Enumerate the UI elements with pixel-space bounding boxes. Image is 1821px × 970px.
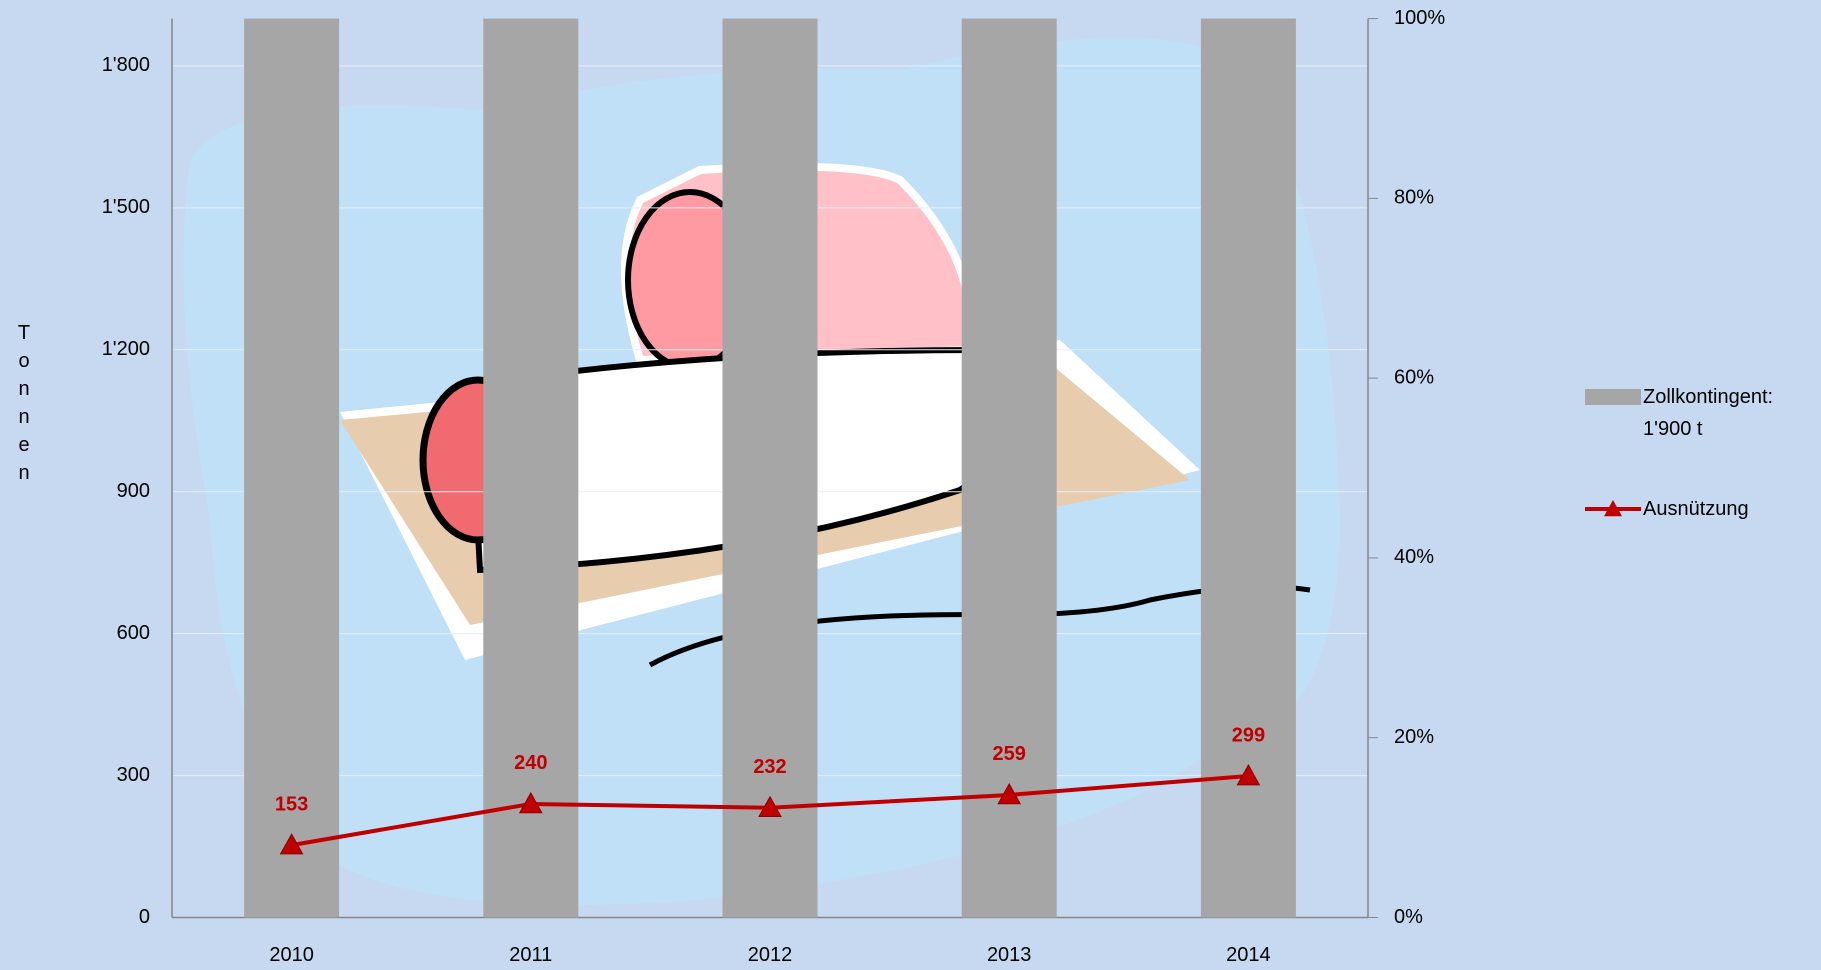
y-tick-label: 600 — [117, 622, 150, 644]
y-tick-label: 1'200 — [102, 338, 150, 360]
y2-tick-label: 80% — [1394, 187, 1434, 209]
y2-tick-label: 0% — [1394, 906, 1423, 928]
bar — [962, 19, 1057, 918]
x-tick-label: 2011 — [509, 944, 552, 966]
bar — [483, 19, 578, 918]
data-label: 299 — [1232, 724, 1265, 746]
data-label: 232 — [753, 756, 786, 778]
data-label: 240 — [514, 752, 547, 774]
y-tick-label: 1'800 — [102, 54, 150, 76]
data-label: 153 — [275, 793, 308, 815]
legend-label: Ausnützung — [1643, 493, 1818, 525]
y-tick-label: 900 — [117, 480, 150, 502]
y2-tick-label: 60% — [1394, 366, 1434, 388]
x-tick-label: 2012 — [748, 944, 793, 966]
y2-tick-label: 100% — [1394, 7, 1445, 29]
chart: 0 300 600 900 1'200 1'500 1'800 0% 20% 40% 60% 80% 1… — [0, 0, 1821, 970]
y2-tick-label: 20% — [1394, 726, 1434, 748]
y-tick-label: 0 — [139, 906, 150, 928]
bar — [723, 19, 818, 918]
y2-tick-label: 40% — [1394, 546, 1434, 568]
bar — [244, 19, 339, 918]
y-tick-label: 300 — [117, 764, 150, 786]
page: 0 300 600 900 1'200 1'500 1'800 0% 20% 40% 60% 80% 1… — [0, 0, 1821, 970]
legend-swatch — [1585, 389, 1641, 405]
y-axis-title: Tonnen — [12, 322, 35, 490]
x-tick-label: 2010 — [269, 944, 314, 966]
x-tick-label: 2014 — [1226, 944, 1271, 966]
data-label: 259 — [993, 743, 1026, 765]
legend-label: Zollkontingent: 1'900 t — [1643, 381, 1818, 445]
y-tick-label: 1'500 — [102, 196, 150, 218]
x-tick-label: 2013 — [987, 944, 1032, 966]
